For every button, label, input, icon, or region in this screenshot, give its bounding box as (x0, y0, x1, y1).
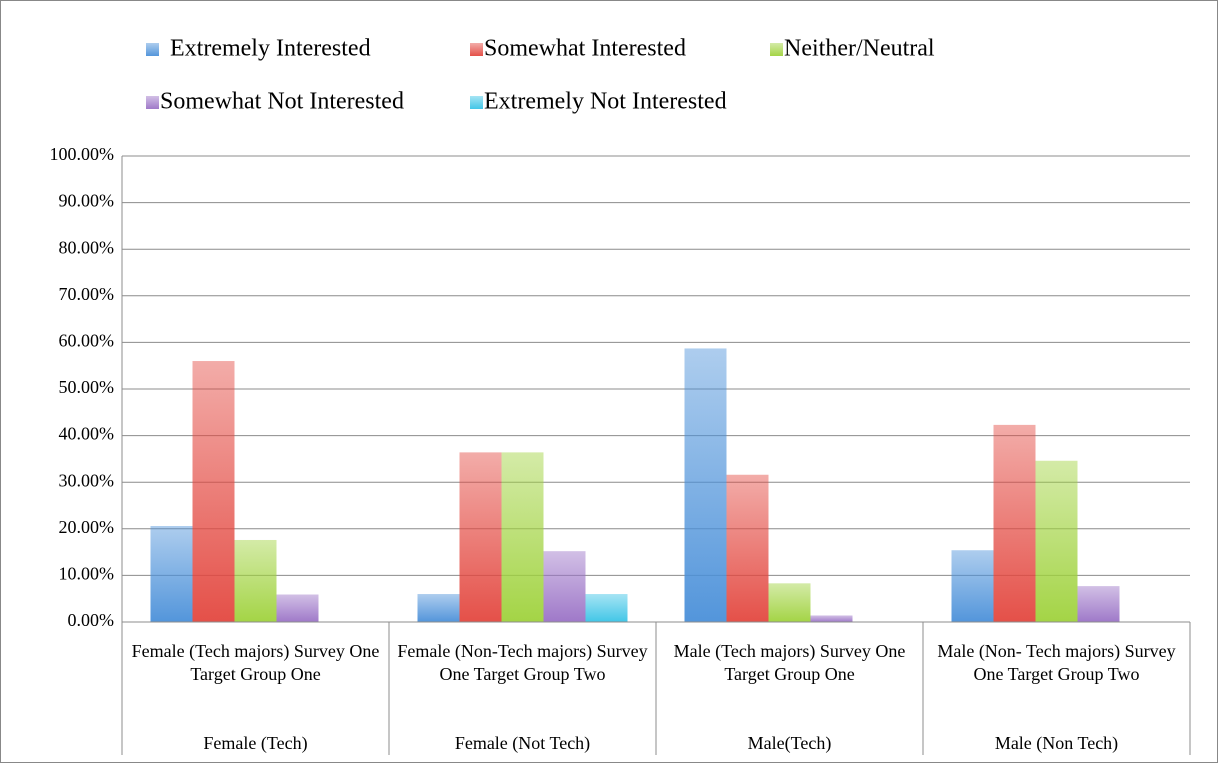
y-tick-label: 10.00% (59, 564, 115, 584)
bar (192, 361, 235, 622)
bar (585, 594, 628, 622)
bar (768, 583, 811, 622)
bar (810, 615, 853, 622)
legend-label: Somewhat Interested (484, 36, 686, 62)
bar (951, 550, 994, 622)
group-label: Male(Tech) (747, 733, 832, 753)
x-tick-label: Male (Non- Tech majors) Survey One Targe… (937, 641, 1176, 684)
bar (993, 424, 1036, 622)
bar (684, 348, 727, 622)
x-tick-label: Male (Tech majors) Survey One Target Gro… (673, 641, 906, 684)
group-label: Female (Not Tech) (454, 733, 591, 753)
bar (1077, 586, 1120, 622)
y-tick-label: 90.00% (59, 191, 115, 211)
bar (1035, 460, 1078, 622)
bar (459, 452, 502, 622)
bar (501, 452, 544, 622)
y-tick-label: 100.00% (50, 144, 115, 164)
legend-swatch (146, 96, 159, 109)
legend-label: Extremely Not Interested (484, 89, 727, 115)
legend-swatch (470, 43, 483, 56)
bar (417, 594, 460, 622)
legend-label: Extremely Interested (170, 36, 371, 62)
y-tick-label: 50.00% (59, 377, 115, 397)
x-tick-label: Female (Tech majors) Survey One Target G… (131, 641, 380, 684)
group-label: Female (Tech) (203, 733, 308, 753)
y-tick-label: 30.00% (59, 470, 115, 490)
legend-label: Somewhat Not Interested (160, 89, 404, 115)
y-tick-label: 20.00% (59, 517, 115, 537)
legend-swatch (146, 43, 159, 56)
y-tick-label: 40.00% (59, 424, 115, 444)
bar (150, 526, 193, 622)
x-tick-label: Female (Non-Tech majors) Survey One Targ… (397, 641, 648, 684)
bar (234, 539, 277, 622)
y-tick-label: 70.00% (59, 284, 115, 304)
bar (276, 594, 319, 622)
bar (543, 551, 586, 622)
legend-swatch (470, 96, 483, 109)
legend-label: Neither/Neutral (784, 36, 935, 62)
y-tick-label: 0.00% (68, 610, 115, 630)
bar (726, 474, 769, 622)
y-tick-label: 80.00% (59, 237, 115, 257)
legend-swatch (770, 43, 783, 56)
group-label: Male (Non Tech) (994, 733, 1119, 753)
y-tick-label: 60.00% (59, 331, 115, 351)
